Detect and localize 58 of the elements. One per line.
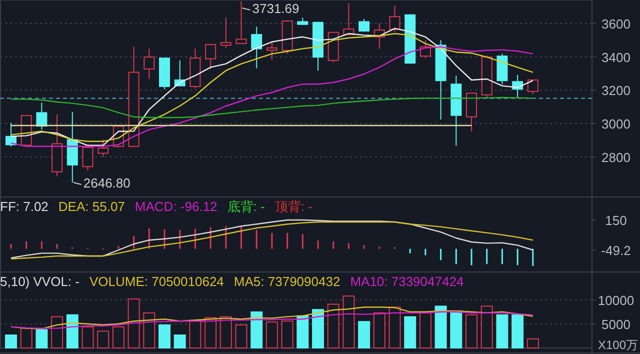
y-tick-label: 5000 (602, 316, 630, 332)
bar (281, 320, 294, 348)
bar (158, 324, 170, 348)
y-tick-label: 2800 (602, 150, 630, 165)
annotation: MACD: -96.12 (134, 199, 218, 214)
bar (51, 316, 64, 348)
bar (434, 306, 447, 348)
annotation: 底背: - (227, 199, 265, 214)
y-tick-label: 10000 (598, 292, 634, 308)
bar (358, 321, 370, 348)
y-tick-label: 150 (605, 213, 627, 228)
annotation: 5,10) VVOL: - (0, 274, 80, 289)
y-tick-label: 3400 (602, 50, 630, 65)
y-tick-label: 3200 (602, 83, 630, 98)
annotation: FF: 7.02 (0, 199, 48, 214)
line-series (10, 96, 534, 118)
bar (204, 317, 217, 348)
bar (496, 314, 508, 348)
bar (312, 309, 324, 348)
y-tick-label: 3000 (602, 116, 630, 132)
bar (373, 312, 386, 348)
annotation: VOLUME: 7050010624 (89, 274, 224, 289)
line-series (10, 311, 534, 329)
bar (266, 322, 278, 348)
bar (526, 338, 539, 348)
y-axis-title: X100万 (598, 338, 638, 352)
bar (466, 314, 478, 348)
bar (450, 310, 462, 348)
bar (220, 316, 232, 348)
bar (143, 312, 156, 348)
bar (82, 326, 94, 348)
annotation: MA10: 7339047424 (350, 274, 464, 289)
bar (5, 334, 17, 348)
bar (174, 334, 186, 348)
bar (342, 296, 355, 348)
bar (189, 320, 202, 348)
bar (66, 314, 78, 348)
bar (20, 328, 32, 348)
annotation: MA5: 7379090432 (234, 274, 340, 289)
bar (404, 316, 416, 348)
bar (97, 330, 110, 348)
bar (327, 304, 340, 348)
annotation: 2646.80 (83, 176, 130, 191)
bar (388, 306, 401, 348)
y-tick-label: 3600 (602, 16, 630, 32)
y-tick-label: -49.2 (601, 243, 631, 258)
bar (419, 312, 432, 348)
bar (250, 311, 263, 348)
bar (296, 315, 309, 348)
bar (36, 329, 48, 348)
annotation: 3731.69 (252, 1, 300, 16)
bar (128, 298, 140, 348)
bar (235, 324, 248, 348)
annotation: 顶背: - (274, 199, 312, 214)
annotation: DEA: 55.07 (58, 199, 125, 214)
bar (512, 314, 524, 348)
bar (112, 326, 124, 348)
bar (480, 306, 493, 348)
